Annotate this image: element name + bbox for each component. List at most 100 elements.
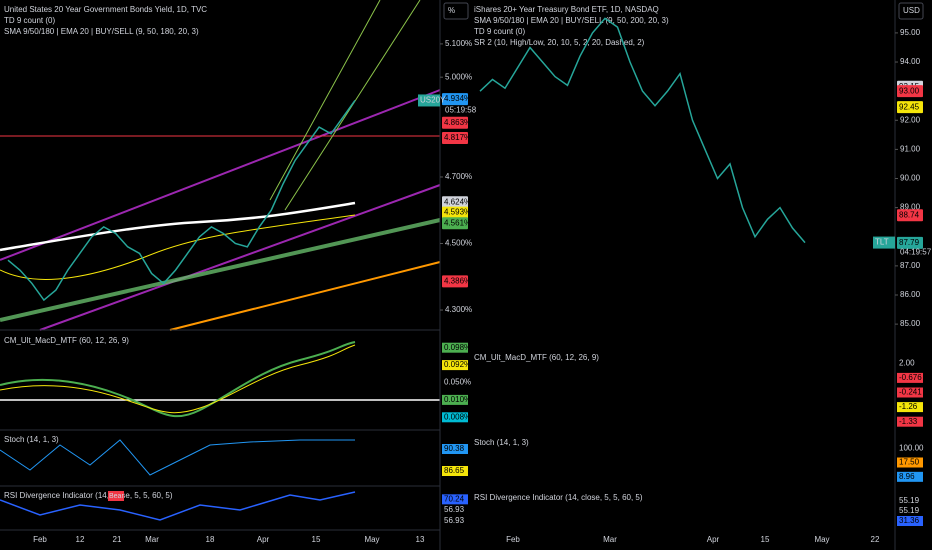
price-tag [442, 206, 468, 219]
date-label: Feb [506, 535, 520, 544]
indicator-value: -0.676 [899, 373, 922, 382]
price-tag [442, 217, 468, 230]
value-tag [897, 471, 923, 482]
y-tick-label: 85.00 [900, 319, 921, 328]
y-tick-label: 90.00 [900, 174, 921, 183]
signal-badge [108, 491, 124, 501]
price-tag-label: 92.45 [899, 102, 920, 111]
y-tick-label: 5.000% [445, 72, 472, 81]
indicator-value: 0.008% [444, 412, 471, 421]
header-line: United States 20 Year Government Bonds Y… [4, 5, 207, 14]
indicator-value: 0.092% [444, 360, 471, 369]
indicator-value: 2.00 [899, 358, 915, 367]
price-tag-label: 87.79 [899, 238, 920, 247]
date-label: 12 [76, 535, 85, 544]
price-tag-label: 4.624% [444, 197, 471, 206]
price-tag-label: 4.561% [444, 218, 471, 227]
indicator-value: 31.36 [899, 516, 920, 525]
symbol-tag [873, 236, 895, 249]
price-tag-label: 88.74 [899, 210, 920, 219]
value-tag [442, 394, 468, 405]
y-tick-label: 86.00 [900, 290, 921, 299]
price-line [7, 100, 356, 302]
indicator-value: 55.19 [899, 506, 920, 515]
date-label: 13 [416, 535, 425, 544]
indicator-title: RSI Divergence Indicator (14, close, 5, … [474, 493, 643, 502]
countdown: 05:19:58 [445, 106, 477, 115]
price-tag-label: 4.817% [444, 133, 471, 142]
date-label: 22 [871, 535, 880, 544]
indicator-value: 0.010% [444, 395, 471, 404]
date-label: 15 [312, 535, 321, 544]
value-tag [442, 466, 468, 476]
left-drawings [0, 0, 441, 531]
indicator-value: 8.96 [899, 472, 915, 481]
unit-button [898, 2, 924, 20]
price-tag [897, 236, 923, 249]
indicator-title: Stoch (14, 1, 3) [474, 438, 529, 447]
date-label: Apr [707, 535, 720, 544]
indicator-title: CM_Ult_MacD_MTF (60, 12, 26, 9) [4, 336, 129, 345]
y-tick-label: 92.00 [900, 115, 921, 124]
price-tag [897, 85, 923, 98]
price-tag [442, 93, 468, 106]
value-tag [897, 372, 923, 383]
y-tick-label: 5.100% [445, 39, 472, 48]
indicator-value: -1.33 [899, 417, 918, 426]
price-line [479, 17, 806, 244]
indicator-value: 55.19 [899, 496, 920, 505]
date-label: Apr [257, 535, 270, 544]
symbol-tag [418, 94, 440, 107]
indicator-title: CM_Ult_MacD_MTF (60, 12, 26, 9) [474, 353, 599, 362]
indicator-value: 0.098% [444, 343, 471, 352]
indicator-value: 56.93 [444, 505, 465, 514]
value-tag [897, 516, 923, 526]
unit-label: USD [903, 6, 920, 15]
value-tag [897, 402, 923, 413]
header-line: TD 9 count (0) [474, 27, 525, 36]
value-tag [442, 494, 468, 505]
indicator-value: 0.050% [444, 378, 471, 387]
value-tag [442, 444, 468, 454]
price-tag [442, 116, 468, 129]
indicator-value: 70.24 [444, 494, 465, 503]
y-tick-label: 91.00 [900, 145, 921, 154]
header-line: TD 9 count (0) [4, 16, 55, 25]
indicator-value: -1.26 [899, 402, 918, 411]
symbol-label: US20Y [420, 96, 446, 105]
y-tick-label: 87.00 [900, 261, 921, 270]
price-axis [442, 0, 930, 550]
y-tick-label: 4.500% [445, 239, 472, 248]
value-tag [442, 360, 468, 371]
y-tick-label: 95.00 [900, 28, 921, 37]
indicator-value: 100.00 [899, 443, 924, 452]
header-line: SMA 9/50/180 | EMA 20 | BUY/SELL (9, 50,… [4, 27, 199, 36]
price-tag-label: 4.863% [444, 118, 471, 127]
indicator-title: Stoch (14, 1, 3) [4, 435, 59, 444]
date-label: 18 [206, 535, 215, 544]
header-line: SR 2 (10, High/Low, 20, 10, 5, 2, 20, Da… [474, 38, 645, 47]
header-line: iShares 20+ Year Treasury Bond ETF, 1D, … [474, 5, 659, 14]
price-tag [897, 101, 923, 114]
value-tag [897, 416, 923, 427]
price-tag-label: 4.934% [444, 94, 471, 103]
indicator-value: 90.38 [444, 444, 465, 453]
value-tag [442, 412, 468, 423]
indicator-value: 17.50 [899, 458, 920, 467]
countdown: 04:19:57 [900, 248, 932, 257]
price-tag-label: 4.593% [444, 208, 471, 217]
signal-label: Bear [109, 493, 124, 500]
price-tag-label: 93.00 [899, 86, 920, 95]
unit-button [443, 2, 469, 20]
y-tick-label: 4.700% [445, 172, 472, 181]
y-tick-label: 89.00 [900, 203, 921, 212]
value-tag [442, 342, 468, 353]
indicator-value: 56.93 [444, 516, 465, 525]
value-tag [897, 387, 923, 398]
header-line: SMA 9/50/180 | EMA 20 | BUY/SELL (9, 50,… [474, 16, 669, 25]
date-label: Mar [603, 535, 617, 544]
price-tag [897, 209, 923, 222]
y-tick-label: 94.00 [900, 57, 921, 66]
date-label: 15 [761, 535, 770, 544]
